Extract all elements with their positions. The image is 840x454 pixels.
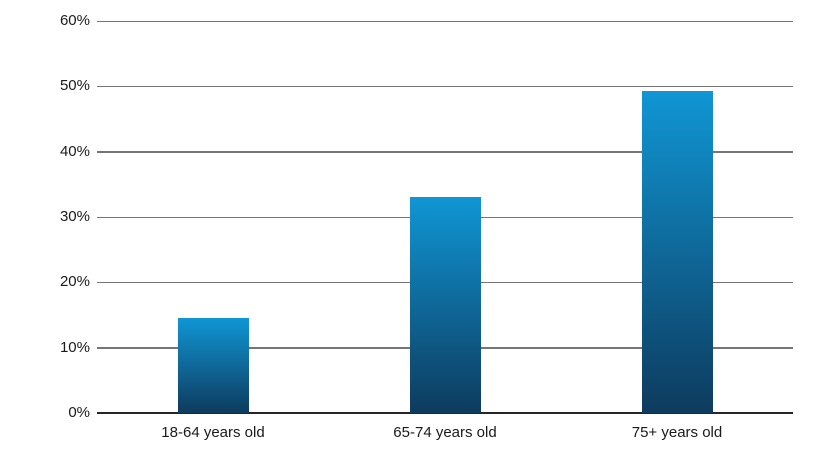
- y-tick-label: 0%: [68, 404, 90, 421]
- bar-75-years-old: [641, 90, 713, 413]
- x-category-label: 65-74 years old: [393, 424, 497, 441]
- y-tick-label: 10%: [59, 338, 90, 356]
- bar-18-64-years-old: [177, 317, 249, 413]
- x-category-label: 75+ years old: [631, 424, 723, 441]
- x-category-label: 18-64 years old: [161, 424, 265, 441]
- gridline: [97, 20, 793, 22]
- y-tick-label: 50%: [59, 77, 90, 95]
- y-tick-label: 20%: [59, 273, 90, 291]
- y-tick-label: 40%: [59, 142, 90, 160]
- y-tick-label: 30%: [59, 208, 90, 225]
- y-tick-label: 60%: [59, 12, 90, 29]
- gridline: [97, 85, 793, 88]
- bar-65-74-years-old: [409, 197, 481, 413]
- gridline: [97, 151, 793, 153]
- x-axis-line: [97, 412, 793, 414]
